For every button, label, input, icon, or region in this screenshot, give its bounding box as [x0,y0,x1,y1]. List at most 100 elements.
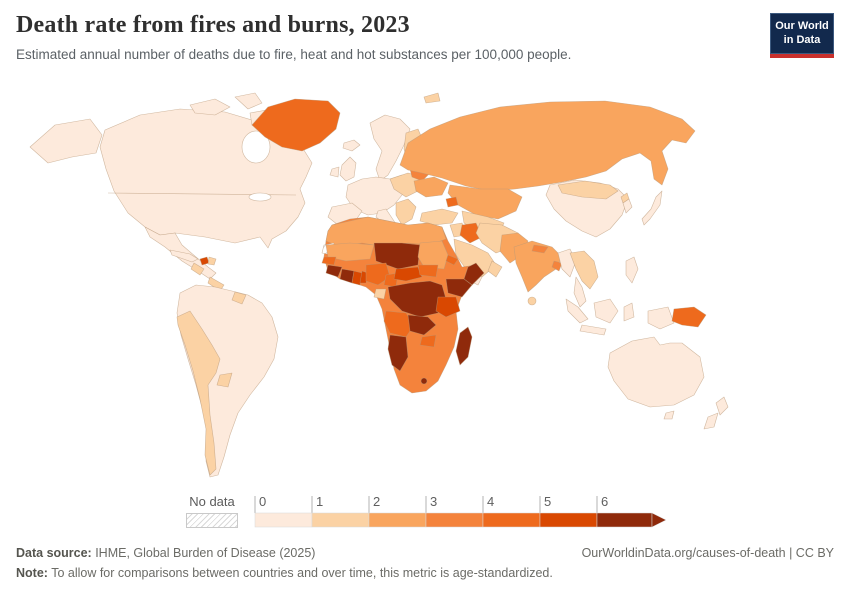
country-eritrea[interactable] [445,254,459,266]
country-zimbabwe[interactable] [419,334,437,348]
no-data-label: No data [189,494,235,509]
header: Death rate from fires and burns, 2023 Es… [16,12,760,62]
country-philippines[interactable] [625,256,639,284]
country-nepal[interactable] [531,244,549,254]
country-uk[interactable] [339,156,357,182]
legend-bin-2[interactable] [368,512,427,528]
country-iceland[interactable] [342,139,361,152]
country-arctic-islands-1[interactable] [189,98,231,116]
legend-bin-0[interactable] [254,512,313,528]
country-svalbard[interactable] [423,92,441,104]
country-new-zealand-south[interactable] [703,412,719,430]
owid-logo-accent-bar [770,53,834,58]
country-new-zealand-north[interactable] [715,396,729,416]
legend-tick-0: 0 [259,494,266,509]
country-kenya[interactable] [445,278,473,298]
legend-tick-4: 4 [487,494,494,509]
legend-tick-6: 6 [601,494,608,509]
legend-bin-5[interactable] [539,512,598,528]
footer: Data source: IHME, Global Burden of Dise… [16,546,834,580]
country-norway-sweden[interactable] [369,114,411,182]
country-mongolia[interactable] [557,180,619,200]
owid-logo[interactable]: Our World in Data [770,13,834,58]
country-somalia[interactable] [463,262,485,286]
note-label: Note: [16,566,48,580]
no-data-swatch [186,513,238,528]
country-cuba[interactable] [169,249,199,263]
country-papua-new-guinea[interactable] [671,306,707,328]
country-java[interactable] [579,324,607,336]
country-sudan[interactable] [417,240,449,270]
country-namibia[interactable] [387,334,409,372]
country-haiti[interactable] [199,256,210,266]
legend-bin-6[interactable] [596,512,653,528]
legend-tick-2: 2 [373,494,380,509]
country-india[interactable] [513,240,563,293]
country-guatemala[interactable] [190,262,205,276]
world-map [10,85,840,495]
country-japan[interactable] [641,190,663,226]
country-indochina[interactable] [569,250,599,290]
legend-tick-1: 1 [316,494,323,509]
note: Note: To allow for comparisons between c… [16,566,553,580]
country-nigeria[interactable] [365,262,391,286]
country-russia[interactable] [399,100,696,192]
country-greenland[interactable] [251,98,341,152]
country-guyana[interactable] [231,291,247,305]
country-sumatra[interactable] [565,298,589,324]
map-legend: No data 0 1 2 3 4 5 6 [186,492,674,528]
great-lakes [248,192,272,202]
country-west-new-guinea[interactable] [647,306,675,330]
country-turkey[interactable] [419,208,459,226]
country-ukraine[interactable] [413,176,449,198]
country-guinea-sierra-leone[interactable] [325,264,343,278]
legend-bin-1[interactable] [311,512,370,528]
country-north-africa[interactable] [325,216,447,248]
country-zambia[interactable] [407,314,437,336]
owid-link[interactable]: OurWorldinData.org/causes-of-death | CC … [581,546,834,560]
legend-bin-3[interactable] [425,512,484,528]
country-oman[interactable] [487,260,503,278]
legend-ticks [254,496,598,513]
country-central-african-republic[interactable] [393,266,423,282]
country-gabon[interactable] [373,288,387,300]
choropleth-svg [29,92,729,478]
hudson-bay [241,130,271,164]
country-tasmania[interactable] [663,410,675,420]
legend-no-data[interactable]: No data [186,494,238,528]
country-tanzania[interactable] [435,296,461,318]
country-lesotho[interactable] [420,377,428,385]
legend-tick-3: 3 [430,494,437,509]
country-peru-bolivia-chile[interactable] [176,310,221,476]
country-malaysia[interactable] [573,276,587,308]
country-iraq[interactable] [459,222,483,244]
owid-logo-text: Our World in Data [770,13,834,54]
data-source-label: Data source: [16,546,92,560]
country-alaska[interactable] [29,118,103,164]
country-balkans[interactable] [395,198,417,226]
country-borneo[interactable] [593,298,619,324]
legend-tick-5: 5 [544,494,551,509]
country-caucasus[interactable] [445,196,459,208]
country-sulawesi[interactable] [623,302,635,322]
country-bangladesh[interactable] [551,260,563,272]
country-south-sudan[interactable] [417,264,439,278]
country-madagascar[interactable] [455,326,473,366]
country-senegal[interactable] [321,256,337,266]
data-source: Data source: IHME, Global Burden of Dise… [16,546,316,560]
country-ireland[interactable] [329,166,340,178]
country-arctic-islands-2[interactable] [234,92,263,110]
country-sri-lanka[interactable] [527,296,537,306]
country-dominican-republic[interactable] [207,256,217,266]
country-cote-divoire[interactable] [339,268,355,284]
chart-title: Death rate from fires and burns, 2023 [16,12,410,38]
country-south-korea[interactable] [622,198,633,214]
country-kazakhstan[interactable] [447,184,523,220]
country-paraguay[interactable] [216,372,233,388]
country-australia[interactable] [607,336,705,408]
country-ghana[interactable] [351,270,363,286]
legend-bin-4[interactable] [482,512,541,528]
legend-arrow [651,512,667,528]
legend-colorbar: 0 1 2 3 4 5 6 [254,494,667,528]
